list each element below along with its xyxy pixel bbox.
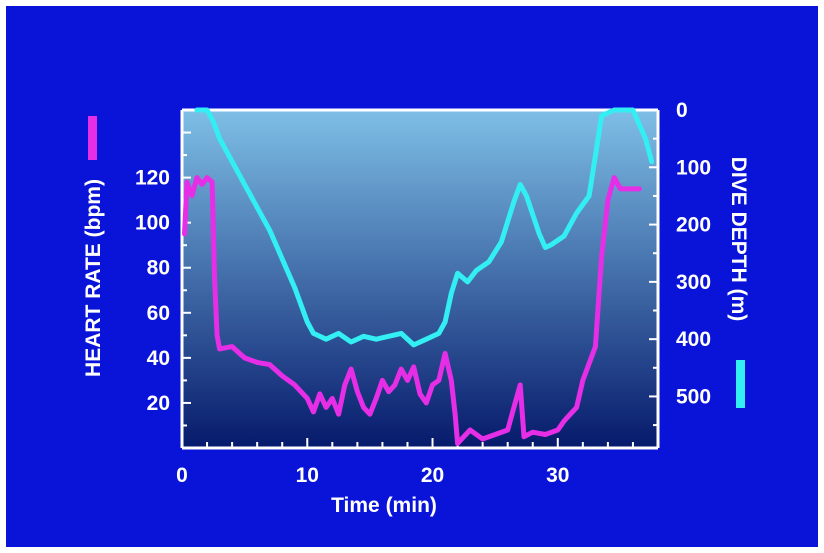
right-axis-label: DIVE DEPTH (m) xyxy=(727,157,750,322)
left-tick-label: 20 xyxy=(147,392,170,415)
heart-rate-legend-bar xyxy=(88,116,97,160)
left-tick-label: 120 xyxy=(135,167,170,190)
right-tick-label: 300 xyxy=(676,271,711,294)
x-tick-label: 20 xyxy=(421,464,444,487)
right-tick-label: 0 xyxy=(676,99,688,122)
left-axis-label: HEART RATE (bpm) xyxy=(82,179,105,377)
left-tick-label: 60 xyxy=(147,302,170,325)
left-tick-label: 100 xyxy=(135,212,170,235)
right-tick-label: 200 xyxy=(676,214,711,237)
dive-depth-line xyxy=(194,107,655,348)
dive-chart: 0 10 20 30 20 40 60 80 100 120 0 100 200 300 400 500 Ti… xyxy=(6,6,818,547)
x-tick-label: 30 xyxy=(546,464,569,487)
axis-labels: Time (min) HEART RATE (bpm) DIVE DEPTH (… xyxy=(82,116,750,517)
left-tick-label: 80 xyxy=(147,257,170,280)
axes xyxy=(180,108,660,450)
right-tick-label: 400 xyxy=(676,328,711,351)
x-tick-label: 10 xyxy=(296,464,319,487)
dive-depth-legend-bar xyxy=(736,360,745,408)
left-tick-label: 40 xyxy=(147,347,170,370)
ticks: 0 10 20 30 20 40 60 80 100 120 0 100 200 300 400 500 xyxy=(135,99,711,487)
right-tick-label: 100 xyxy=(676,156,711,179)
x-axis-label: Time (min) xyxy=(331,494,437,517)
series-lines xyxy=(182,107,655,446)
right-tick-label: 500 xyxy=(676,385,711,408)
x-tick-label: 0 xyxy=(176,464,188,487)
slide-background: 0 10 20 30 20 40 60 80 100 120 0 100 200 300 400 500 Ti… xyxy=(6,6,818,547)
heart-rate-line xyxy=(182,175,642,446)
